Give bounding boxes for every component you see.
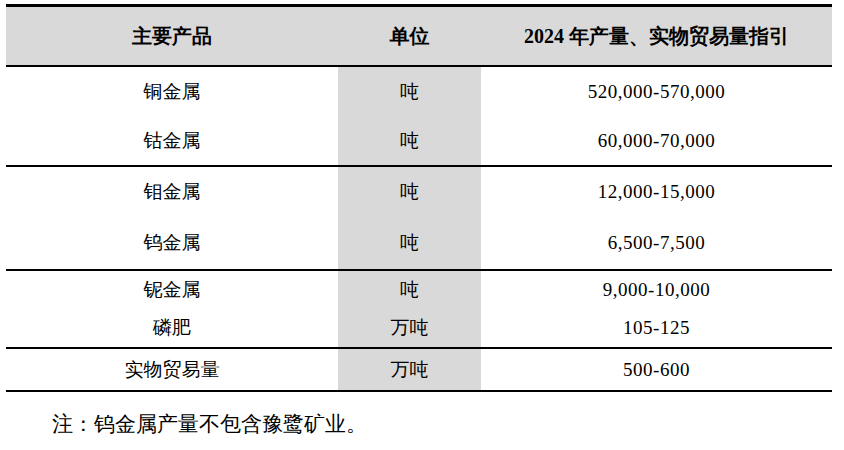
product-cell: 铜金属 (6, 67, 338, 116)
product-cell: 铌金属 (6, 271, 338, 308)
table-row: 钼金属 吨 12,000-15,000 (6, 165, 832, 217)
guidance-cell: 520,000-570,000 (481, 67, 832, 116)
production-guidance-table: 主要产品 单位 2024 年产量、实物贸易量指引 铜金属 吨 520,000-5… (6, 4, 832, 392)
product-cell: 钼金属 (6, 167, 338, 217)
unit-cell: 吨 (338, 271, 481, 308)
footnote-text: 注：钨金属产量不包含豫鹭矿业。 (52, 410, 367, 438)
product-cell: 磷肥 (6, 308, 338, 347)
guidance-cell: 500-600 (481, 349, 832, 390)
guidance-cell: 12,000-15,000 (481, 167, 832, 217)
product-cell: 钴金属 (6, 116, 338, 165)
table-row: 铌金属 吨 9,000-10,000 (6, 269, 832, 308)
table-header-row: 主要产品 单位 2024 年产量、实物贸易量指引 (6, 7, 832, 67)
guidance-cell: 60,000-70,000 (481, 116, 832, 165)
guidance-cell: 105-125 (481, 308, 832, 347)
guidance-cell: 9,000-10,000 (481, 271, 832, 308)
header-cell-unit: 单位 (338, 7, 481, 65)
product-cell: 钨金属 (6, 217, 338, 269)
unit-cell: 万吨 (338, 308, 481, 347)
table-row: 铜金属 吨 520,000-570,000 (6, 67, 832, 116)
table-row: 磷肥 万吨 105-125 (6, 308, 832, 347)
table-row: 钨金属 吨 6,500-7,500 (6, 217, 832, 269)
unit-cell: 吨 (338, 116, 481, 165)
header-cell-guidance: 2024 年产量、实物贸易量指引 (481, 7, 832, 65)
unit-cell: 吨 (338, 217, 481, 269)
product-cell: 实物贸易量 (6, 349, 338, 390)
unit-cell: 万吨 (338, 349, 481, 390)
header-cell-product: 主要产品 (6, 7, 338, 65)
guidance-cell: 6,500-7,500 (481, 217, 832, 269)
table-row: 实物贸易量 万吨 500-600 (6, 347, 832, 390)
unit-cell: 吨 (338, 67, 481, 116)
unit-cell: 吨 (338, 167, 481, 217)
table-row: 钴金属 吨 60,000-70,000 (6, 116, 832, 165)
